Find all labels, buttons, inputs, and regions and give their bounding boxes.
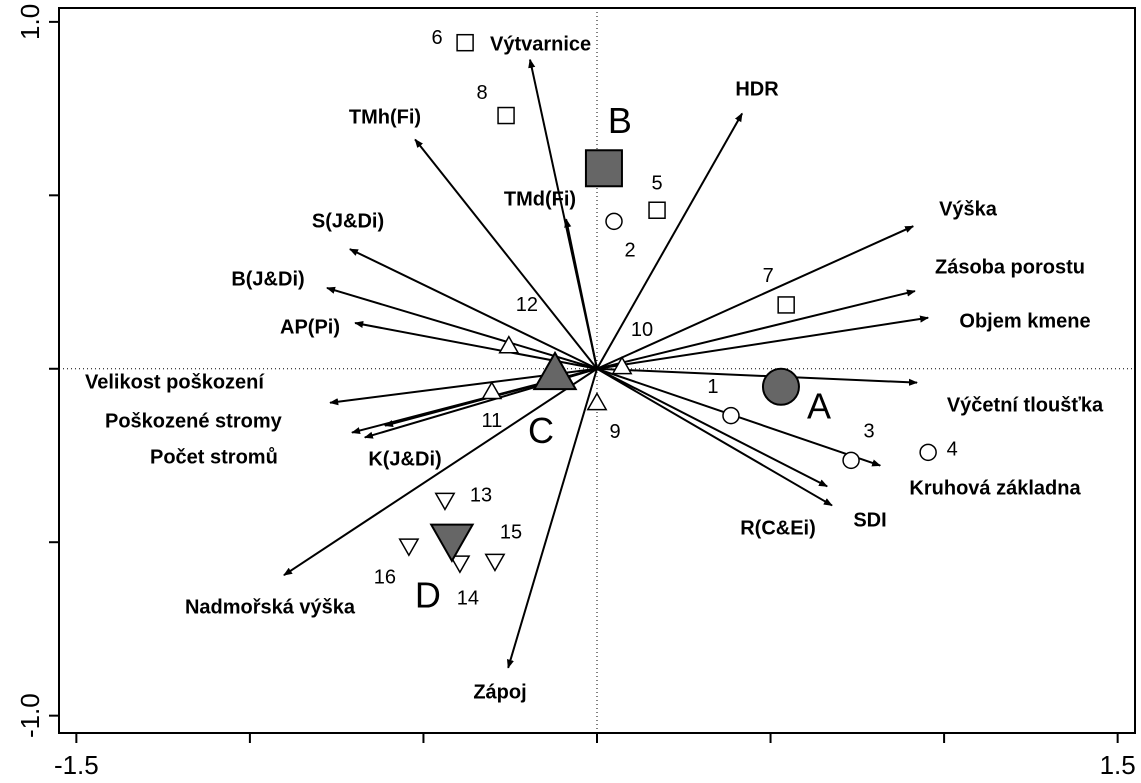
sample-point bbox=[722, 406, 740, 425]
sample-point bbox=[456, 33, 474, 52]
vector-label: Výška bbox=[939, 198, 998, 220]
vector-label: SDI bbox=[853, 509, 886, 531]
sample-label: 9 bbox=[609, 421, 620, 443]
sample-point bbox=[605, 212, 623, 231]
vector-label: Velikost poškození bbox=[85, 371, 265, 393]
sample-label: 10 bbox=[631, 319, 653, 341]
centroid-label: A bbox=[807, 385, 831, 426]
vector-label: R(C&Ei) bbox=[740, 517, 816, 539]
sample-point bbox=[449, 555, 471, 574]
vector-label: AP(Pi) bbox=[280, 316, 340, 338]
centroid-point bbox=[761, 367, 800, 406]
vector-label: Poškozené stromy bbox=[105, 410, 283, 432]
sample-label: 16 bbox=[374, 566, 396, 588]
sample-label: 11 bbox=[481, 410, 502, 432]
sample-label: 2 bbox=[624, 240, 635, 262]
sample-label: 12 bbox=[516, 294, 538, 316]
vector-label: Počet stromů bbox=[150, 446, 278, 468]
vector-arrow bbox=[596, 112, 743, 370]
centroid-label: B bbox=[608, 100, 632, 141]
vector-label: Objem kmene bbox=[959, 310, 1090, 332]
vector-arrow bbox=[596, 225, 915, 370]
sample-label: 13 bbox=[470, 485, 492, 507]
sample-point bbox=[842, 451, 860, 470]
vector-label: B(J&Di) bbox=[231, 268, 304, 290]
sample-label: 3 bbox=[864, 421, 875, 443]
x-tick-label: 1.5 bbox=[1100, 750, 1136, 780]
sample-label: 8 bbox=[476, 82, 487, 104]
centroid-label: C bbox=[528, 410, 554, 451]
sample-label: 6 bbox=[432, 27, 443, 49]
y-tick-label: -1.0 bbox=[15, 693, 45, 738]
vector-arrow bbox=[596, 367, 828, 488]
centroid-point bbox=[429, 523, 475, 563]
vector-label: HDR bbox=[735, 78, 779, 100]
sample-point bbox=[498, 335, 520, 354]
vector-arrow bbox=[564, 218, 598, 369]
sample-label: 14 bbox=[457, 587, 479, 609]
vector-arrow bbox=[596, 367, 918, 386]
vector-label: Výtvarnice bbox=[490, 33, 591, 55]
x-tick-label: -1.5 bbox=[54, 750, 99, 780]
vector-label: K(J&Di) bbox=[368, 448, 441, 470]
vector-label: TMh(Fi) bbox=[349, 106, 421, 128]
vector-label: Nadmořská výška bbox=[185, 596, 356, 618]
vector-arrow bbox=[283, 367, 598, 576]
vector-arrow bbox=[414, 138, 598, 370]
vector-label: Zásoba porostu bbox=[935, 256, 1085, 278]
centroid-label: D bbox=[415, 575, 441, 616]
vector-label: Zápoj bbox=[473, 681, 526, 703]
y-tick-label: 1.0 bbox=[15, 4, 45, 40]
vector-label: Výčetní tloušťka bbox=[947, 394, 1104, 416]
vector-label: TMd(Fi) bbox=[504, 188, 576, 210]
centroid-point bbox=[532, 350, 578, 391]
vector-arrow bbox=[349, 248, 598, 370]
sample-point bbox=[919, 443, 937, 462]
vector-arrow bbox=[506, 368, 598, 669]
vector-label: Kruhová základna bbox=[909, 477, 1081, 499]
vector-arrow bbox=[596, 315, 930, 370]
vector-label: S(J&Di) bbox=[312, 210, 384, 232]
centroid-point bbox=[584, 149, 623, 188]
sample-point bbox=[434, 492, 456, 511]
vector-arrow bbox=[596, 367, 833, 507]
vector-arrow bbox=[596, 289, 916, 370]
sample-point bbox=[398, 538, 420, 557]
sample-label: 5 bbox=[651, 173, 662, 195]
sample-point bbox=[611, 355, 633, 375]
sample-label: 15 bbox=[500, 522, 522, 544]
sample-label: 7 bbox=[763, 265, 774, 287]
sample-point bbox=[481, 380, 503, 400]
sample-point bbox=[648, 201, 666, 219]
sample-point bbox=[777, 296, 795, 314]
sample-label: 1 bbox=[707, 376, 718, 398]
sample-point bbox=[484, 553, 506, 573]
vector-arrow bbox=[326, 286, 598, 370]
sample-point bbox=[497, 106, 515, 125]
sample-point bbox=[586, 392, 608, 411]
sample-label: 4 bbox=[947, 439, 958, 461]
